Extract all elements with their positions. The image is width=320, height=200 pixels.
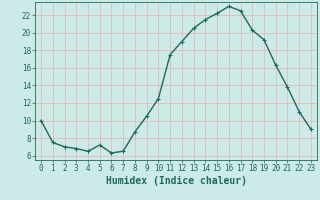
X-axis label: Humidex (Indice chaleur): Humidex (Indice chaleur) bbox=[106, 176, 246, 186]
